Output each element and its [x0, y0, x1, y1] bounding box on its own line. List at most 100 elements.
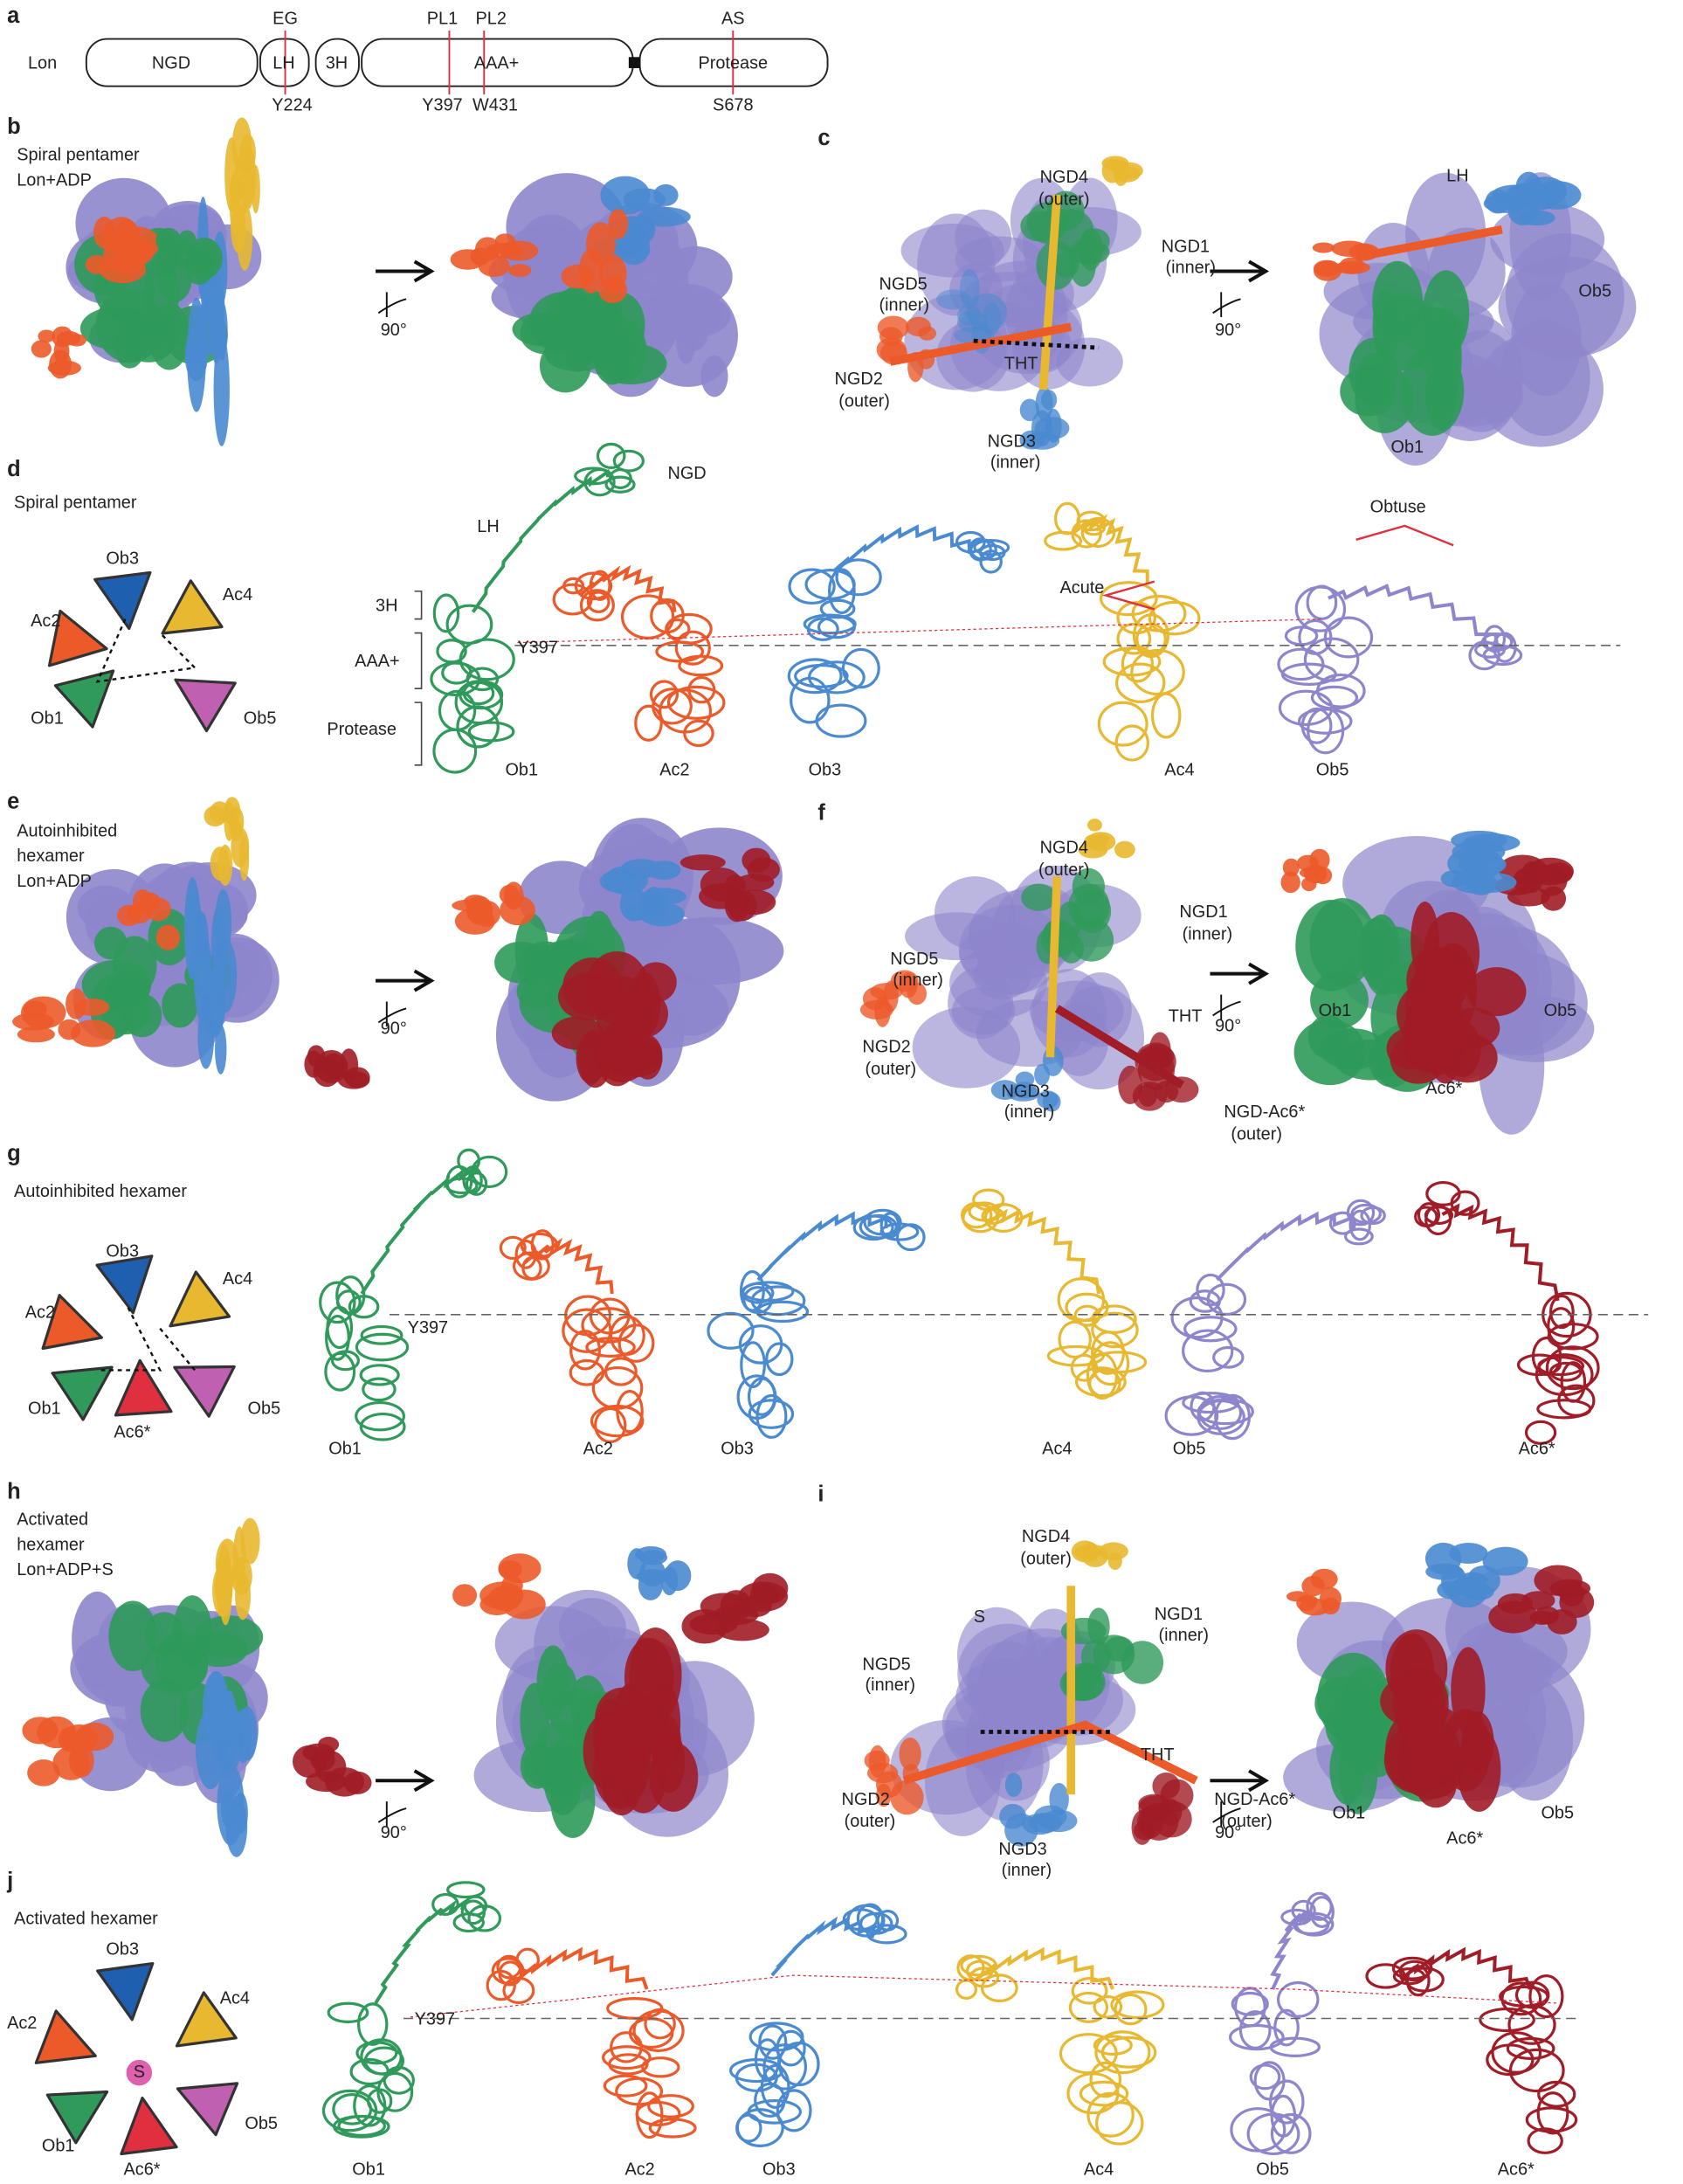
density [79, 307, 151, 350]
ngd-domain [1492, 632, 1517, 663]
density [1355, 364, 1415, 433]
subunit-body [606, 1997, 664, 2020]
label: Ob1 [42, 2136, 75, 2155]
shapes [12, 31, 1649, 2156]
ngd-domain [446, 1881, 486, 1899]
ngd-domain [980, 1973, 1018, 2002]
ngd-domain [589, 570, 611, 602]
density [1037, 1090, 1059, 1109]
label: Autoinhibited [17, 821, 117, 840]
subunit-body [1116, 601, 1156, 635]
density [17, 1026, 55, 1043]
density [1101, 158, 1123, 183]
density [1309, 848, 1330, 872]
subunit-body [649, 680, 679, 709]
label: S [134, 2063, 145, 2082]
ngd-domain [895, 1223, 926, 1252]
subunit-body [581, 1307, 637, 1344]
ngd-domain [462, 1165, 483, 1195]
subunit-body [1114, 1993, 1148, 2026]
density [452, 899, 493, 912]
density [155, 924, 181, 950]
ngd-domain [1480, 632, 1514, 652]
density [450, 249, 486, 270]
label: Ac6* [114, 1422, 150, 1441]
label: 90° [1215, 321, 1241, 340]
ngd-domain [1414, 1206, 1438, 1227]
label: (inner) [1183, 924, 1232, 943]
texts: a Lon NGD LH 3H AAA+ Protease EG PL1 PL2 AS Y224 Y39… [6, 3, 1611, 2179]
subunit-body [356, 2002, 389, 2046]
arrow [376, 1769, 435, 1793]
subunit-body [359, 1412, 406, 1441]
label: Ob5 [1173, 1439, 1206, 1458]
panel-label: j [6, 1869, 13, 1893]
helix [1216, 1211, 1354, 1282]
density [212, 274, 225, 338]
density [145, 897, 171, 922]
label: NGD2 [842, 1790, 890, 1809]
subunit-body [363, 2046, 404, 2076]
ngd-domain [960, 1954, 998, 1977]
subunit-body [1491, 2031, 1542, 2074]
label: Ob1 [31, 708, 64, 728]
density [1466, 967, 1527, 1017]
label: Ac6* [1519, 1439, 1555, 1458]
label: THT [1141, 1745, 1175, 1765]
subunit-cartoon [176, 2082, 239, 2137]
ngd-domain [499, 1235, 527, 1261]
density [1451, 830, 1507, 850]
subunit-body [1183, 1316, 1238, 1343]
subunit-cartoon [174, 678, 237, 733]
subunit-body [1079, 2080, 1129, 2107]
subunit-body [1231, 1991, 1269, 2016]
density [619, 887, 648, 922]
label: Autoinhibited hexamer [14, 1182, 187, 1201]
density [148, 301, 190, 370]
density [231, 826, 250, 867]
ngd-domain [467, 1904, 502, 1932]
subunit-body [777, 2041, 820, 2087]
density [1138, 1083, 1157, 1107]
label: 90° [1215, 1016, 1241, 1035]
subunit-body [1091, 1330, 1126, 1375]
label: Protease [327, 720, 397, 739]
subunit-body [1525, 2106, 1578, 2133]
label: (inner) [893, 971, 942, 990]
label: Ac6* [1446, 1828, 1483, 1848]
label: (inner) [866, 1676, 915, 1695]
ngd-domain [471, 1155, 508, 1189]
subunit-body [432, 593, 460, 633]
ngd-domain [486, 1969, 516, 2001]
label: Ob5 [248, 1399, 281, 1418]
label: Obtuse [1370, 497, 1426, 516]
density [661, 292, 682, 337]
subunit-body [1150, 692, 1182, 739]
density [1280, 871, 1300, 894]
density [1004, 1773, 1023, 1798]
density [646, 860, 681, 881]
subunit-body [1276, 1980, 1320, 2018]
density [452, 1584, 478, 1607]
density [195, 1709, 226, 1790]
label: NGD5 [879, 275, 927, 294]
subunit-body [634, 704, 663, 742]
panel-label: c [817, 126, 830, 150]
subunit-body [360, 1324, 404, 1345]
label: NGD4 [1040, 839, 1088, 858]
density [12, 1013, 54, 1031]
helix [975, 1946, 1114, 1990]
ngd-domain [530, 1229, 555, 1261]
cartoon-links [95, 619, 197, 683]
density [1408, 999, 1467, 1075]
density [31, 340, 52, 358]
ngd-domain [876, 1910, 900, 1932]
label: Ob1 [1333, 1804, 1366, 1823]
subunit-body [467, 721, 515, 743]
density [1098, 1542, 1128, 1560]
density [38, 329, 55, 343]
subunit-body [1536, 1399, 1592, 1420]
label: Acute [1060, 578, 1105, 598]
label: (inner) [879, 296, 928, 315]
